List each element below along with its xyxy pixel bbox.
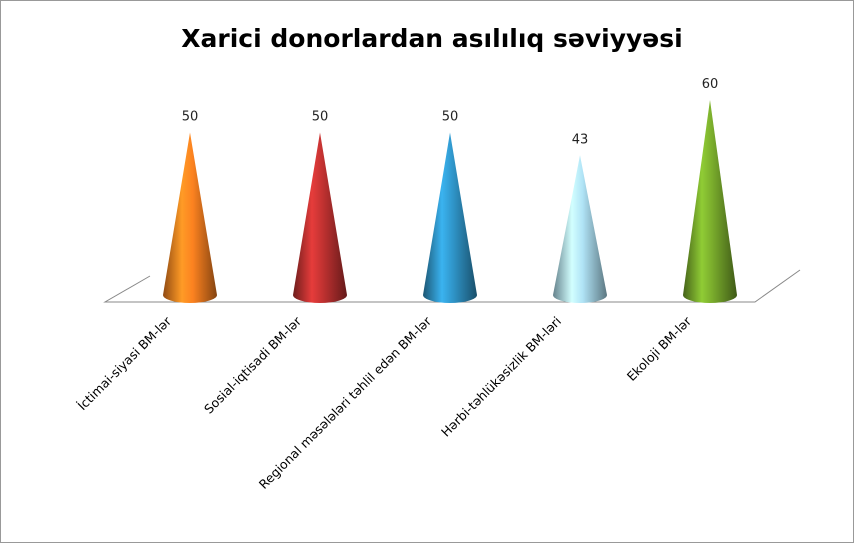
floor xyxy=(103,269,801,303)
value-label: 50 xyxy=(442,110,459,125)
value-label: 43 xyxy=(572,132,589,147)
cone xyxy=(553,155,607,303)
chart-title: Xarici donorlardan asılılıq səviyyəsi xyxy=(181,24,682,53)
value-label: 50 xyxy=(312,110,329,125)
cone xyxy=(163,132,217,303)
value-label: 50 xyxy=(182,110,199,125)
cone xyxy=(293,132,347,303)
cone xyxy=(683,100,737,303)
value-label: 60 xyxy=(702,77,719,92)
cone xyxy=(423,132,477,303)
